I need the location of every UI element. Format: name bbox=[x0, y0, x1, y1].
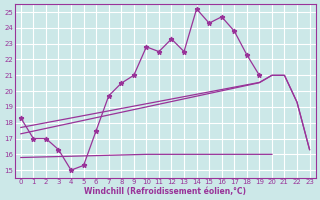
X-axis label: Windchill (Refroidissement éolien,°C): Windchill (Refroidissement éolien,°C) bbox=[84, 187, 246, 196]
